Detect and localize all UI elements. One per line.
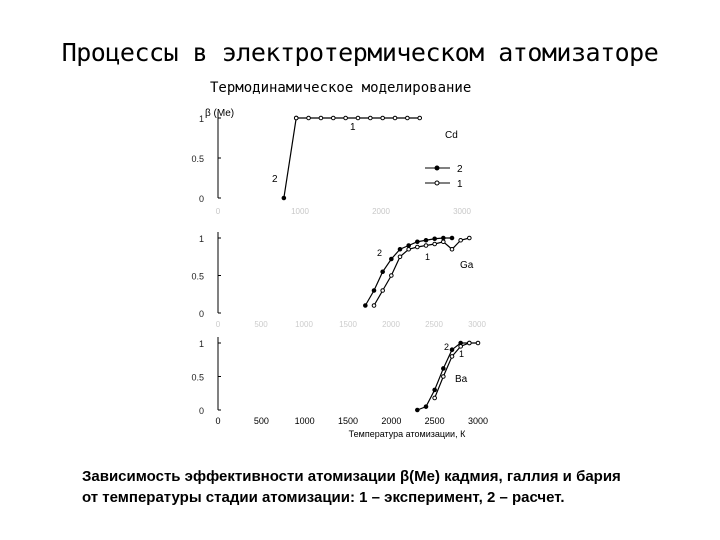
data-point [371,303,377,308]
data-point [441,235,446,241]
y-tick-label: 1 [199,234,204,244]
data-point [406,243,411,248]
y-axis-label: β (Me) [205,108,234,119]
data-point [449,246,455,252]
data-point [392,115,398,121]
data-point [441,374,446,379]
slide-subtitle: Термодинамическое моделирование [210,80,472,96]
y-tick-label: 0 [199,194,204,204]
data-point [467,340,472,346]
data-point [380,115,385,121]
data-point [397,254,403,260]
data-point [415,407,420,413]
element-label: Ba [455,374,468,385]
data-point [318,115,324,121]
figure-caption: Зависимость эффективности атомизации β(M… [82,466,682,508]
faint-x-tick: 3000 [453,207,471,216]
slide-title: Процессы в электротермическом атомизатор… [61,38,659,67]
legend-label: 1 [457,179,463,190]
x-tick-label: 1500 [338,416,358,426]
data-point [441,366,446,371]
data-point [449,354,455,359]
data-point [432,387,437,393]
data-point [458,237,463,243]
data-point [380,288,385,293]
data-point [423,237,429,243]
data-point [306,115,311,121]
faint-x-tick: 1000 [295,320,313,329]
data-point [371,288,377,293]
data-point [423,404,429,409]
curve-label: 2 [377,248,382,258]
data-point [415,244,420,250]
y-tick-label: 0.5 [191,272,204,282]
x-tick-label: 500 [254,416,269,426]
series-line-Ba-1 [434,342,478,399]
x-tick-label: 0 [215,416,220,426]
data-point [423,243,429,248]
data-point [449,235,455,241]
series-line-Cd-2 [283,117,297,199]
faint-x-tick: 2000 [382,320,400,329]
faint-x-tick: 0 [216,320,221,329]
x-tick-label: 2500 [425,416,445,426]
faint-x-tick: 2500 [425,320,443,329]
element-label: Ga [460,260,474,271]
x-axis-label: Температура атомизации, К [349,429,466,439]
data-point [368,115,373,121]
y-tick-label: 1 [199,339,204,349]
data-point [355,115,361,121]
data-point [415,239,420,245]
data-point [363,303,368,308]
faint-x-tick: 1500 [339,320,357,329]
data-point [380,269,385,275]
curve-label: 1 [350,122,356,133]
curve-label: 1 [459,349,464,359]
y-tick-label: 1 [199,114,204,124]
caption-line-2: от температуры стадии атомизации: 1 – эк… [82,489,565,506]
data-point [432,241,437,247]
legend-label: 2 [457,164,463,175]
series-line-Ga-1 [373,237,470,306]
data-point [397,246,403,252]
faint-x-tick: 2000 [372,207,390,216]
data-point [475,340,481,346]
x-tick-label: 1000 [295,416,315,426]
data-point [330,115,336,121]
data-point [449,347,455,353]
data-point [389,273,394,278]
faint-x-tick: 500 [254,320,268,329]
data-point [417,115,423,121]
curve-label: 2 [272,174,278,185]
y-tick-label: 0.5 [191,373,204,383]
data-point [281,195,287,201]
faint-x-tick: 1000 [291,207,309,216]
data-point [293,115,299,121]
data-point [441,239,446,245]
data-point [467,235,472,241]
caption-line-1: Зависимость эффективности атомизации β(M… [82,468,621,485]
curve-label: 1 [425,252,430,262]
data-point [432,236,437,242]
data-point [343,115,348,121]
curve-label: 2 [444,342,449,352]
x-tick-label: 3000 [468,416,488,426]
y-tick-label: 0 [199,406,204,416]
data-point [405,115,410,121]
faint-x-tick: 0 [216,207,221,216]
data-point [432,395,437,401]
y-tick-label: 0 [199,309,204,319]
element-label: Cd [445,130,458,141]
legend-marker [434,165,440,171]
legend-marker [434,180,440,186]
faint-x-tick: 3000 [468,320,486,329]
data-point [406,246,411,252]
data-point [389,256,394,262]
data-point [458,344,463,349]
y-tick-label: 0.5 [191,154,204,164]
x-tick-label: 2000 [381,416,401,426]
